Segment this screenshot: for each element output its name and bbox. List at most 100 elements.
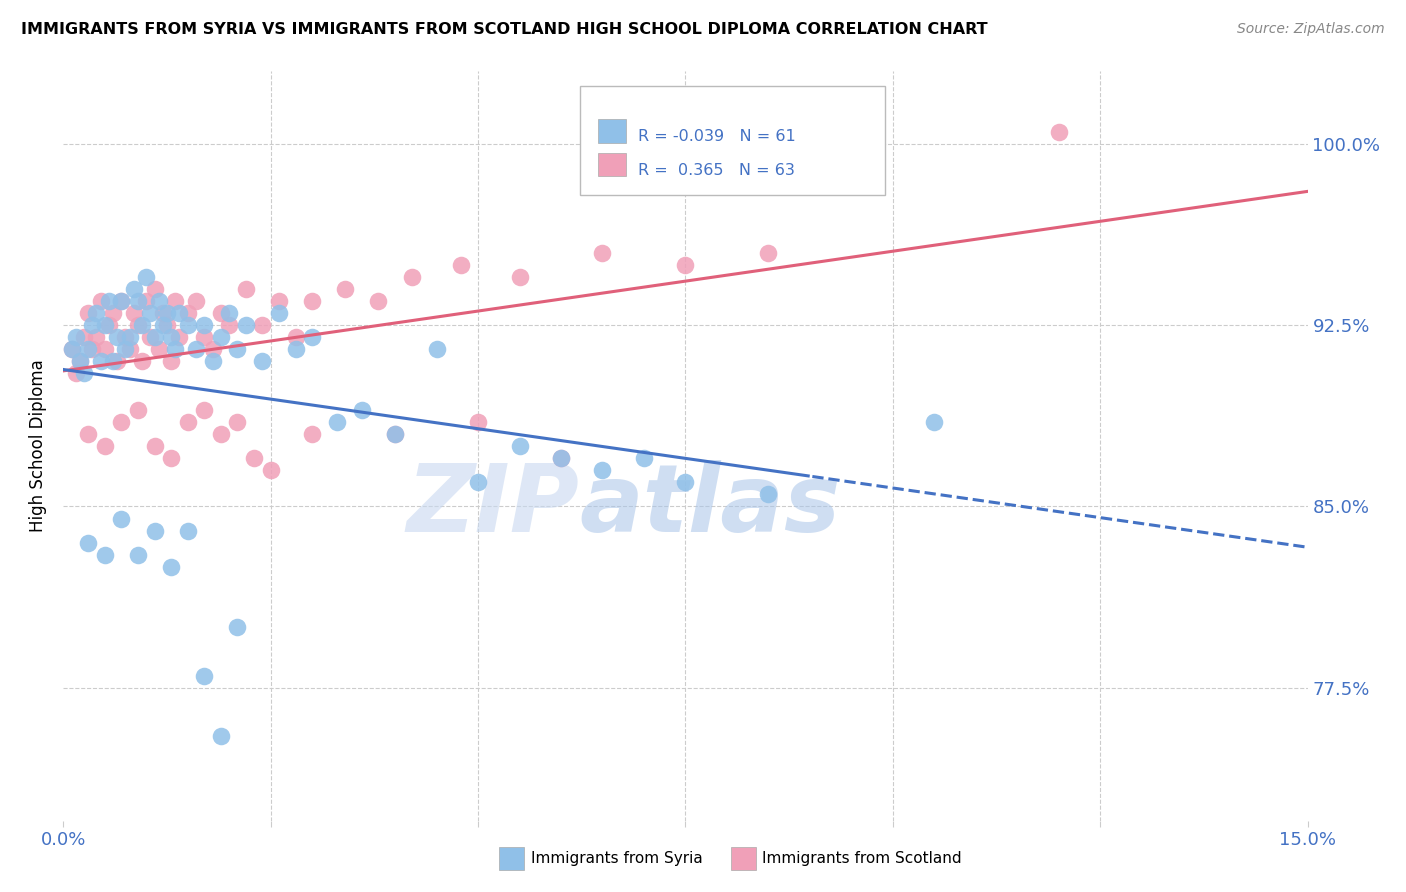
Point — [135, 293, 157, 308]
Point — [177, 524, 200, 538]
Point — [550, 451, 572, 466]
Point — [301, 330, 323, 344]
Point — [110, 293, 132, 308]
Text: R =  0.365   N = 63: R = 0.365 N = 63 — [638, 162, 794, 178]
Point — [384, 426, 406, 441]
Point — [924, 415, 946, 429]
Point — [260, 463, 283, 477]
Point — [105, 354, 128, 368]
Point — [152, 318, 174, 333]
Point — [509, 439, 531, 453]
Point — [131, 318, 153, 333]
Point — [90, 354, 112, 368]
Point — [131, 354, 153, 368]
Point — [226, 415, 249, 429]
Point — [267, 293, 290, 308]
Point — [118, 343, 141, 357]
Point — [226, 343, 249, 357]
Point — [101, 354, 124, 368]
Y-axis label: High School Diploma: High School Diploma — [30, 359, 48, 533]
Point — [65, 367, 87, 381]
Point — [93, 548, 115, 562]
Point — [301, 426, 323, 441]
Point — [77, 343, 100, 357]
Point — [93, 439, 115, 453]
Point — [169, 330, 191, 344]
Point — [160, 354, 183, 368]
Point — [209, 729, 232, 743]
Point — [127, 548, 149, 562]
Point — [218, 306, 240, 320]
Point — [326, 415, 349, 429]
Text: atlas: atlas — [579, 460, 841, 552]
Point — [160, 451, 183, 466]
Point — [110, 415, 132, 429]
Point — [82, 343, 104, 357]
Point — [156, 318, 179, 333]
Point — [550, 451, 572, 466]
Point — [226, 620, 249, 634]
Point — [110, 511, 132, 525]
Point — [633, 451, 655, 466]
Point — [127, 293, 149, 308]
Point — [77, 535, 100, 549]
Point — [122, 306, 145, 320]
Point — [756, 245, 779, 260]
Point — [235, 318, 257, 333]
Point — [467, 415, 489, 429]
Point — [93, 343, 115, 357]
Point — [267, 306, 290, 320]
Point — [110, 293, 132, 308]
Point — [152, 306, 174, 320]
Point — [93, 318, 115, 333]
Point — [284, 343, 307, 357]
Point — [139, 306, 162, 320]
Point — [193, 318, 215, 333]
Point — [284, 330, 307, 344]
Point — [401, 269, 423, 284]
Point — [135, 269, 157, 284]
Point — [301, 293, 323, 308]
Point — [367, 293, 389, 308]
Point — [243, 451, 266, 466]
Point — [209, 426, 232, 441]
Text: IMMIGRANTS FROM SYRIA VS IMMIGRANTS FROM SCOTLAND HIGH SCHOOL DIPLOMA CORRELATIO: IMMIGRANTS FROM SYRIA VS IMMIGRANTS FROM… — [21, 22, 987, 37]
FancyBboxPatch shape — [599, 120, 626, 143]
Point — [160, 559, 183, 574]
Point — [114, 343, 136, 357]
Point — [160, 330, 183, 344]
Point — [77, 306, 100, 320]
Point — [425, 343, 447, 357]
Point — [218, 318, 240, 333]
Text: R = -0.039   N = 61: R = -0.039 N = 61 — [638, 129, 796, 144]
Point — [101, 306, 124, 320]
Point — [509, 269, 531, 284]
Point — [177, 318, 200, 333]
Point — [193, 330, 215, 344]
Point — [73, 330, 96, 344]
Point — [82, 318, 104, 333]
Point — [1047, 125, 1070, 139]
Point — [90, 293, 112, 308]
Point — [105, 330, 128, 344]
Point — [184, 343, 207, 357]
Point — [69, 354, 91, 368]
Point — [148, 293, 170, 308]
Point — [69, 354, 91, 368]
Point — [201, 354, 224, 368]
Point — [193, 668, 215, 682]
Text: Immigrants from Scotland: Immigrants from Scotland — [762, 851, 962, 866]
Point — [122, 282, 145, 296]
Point — [97, 318, 120, 333]
Point — [675, 258, 697, 272]
Bar — [499, 847, 524, 870]
Point — [252, 354, 274, 368]
Point — [86, 306, 108, 320]
Point — [252, 318, 274, 333]
Point — [60, 343, 83, 357]
Point — [65, 330, 87, 344]
Point — [156, 306, 179, 320]
Point — [209, 306, 232, 320]
Point — [592, 463, 614, 477]
Point — [73, 367, 96, 381]
